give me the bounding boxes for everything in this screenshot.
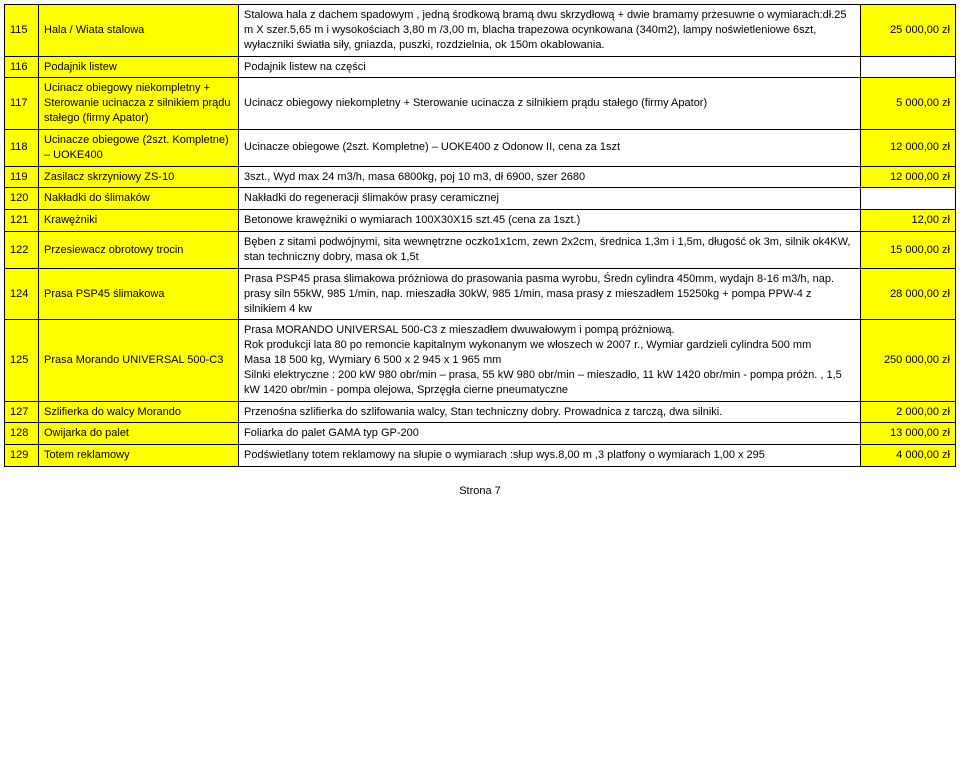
data-table: 115Hala / Wiata stalowaStalowa hala z da… bbox=[4, 4, 956, 467]
table-row: 125Prasa Morando UNIVERSAL 500-C3Prasa M… bbox=[5, 320, 956, 401]
row-item-name: Totem reklamowy bbox=[39, 445, 239, 467]
table-row: 119Zasilacz skrzyniowy ZS-103szt., Wyd m… bbox=[5, 166, 956, 188]
row-description: Ucinacz obiegowy niekompletny + Sterowan… bbox=[239, 78, 861, 130]
row-price: 13 000,00 zł bbox=[861, 423, 956, 445]
table-row: 127Szlifierka do walcy MorandoPrzenośna … bbox=[5, 401, 956, 423]
row-item-name: Szlifierka do walcy Morando bbox=[39, 401, 239, 423]
row-price: 12,00 zł bbox=[861, 210, 956, 232]
row-number: 124 bbox=[5, 268, 39, 320]
table-row: 122Przesiewacz obrotowy trocinBęben z si… bbox=[5, 232, 956, 269]
row-item-name: Prasa Morando UNIVERSAL 500-C3 bbox=[39, 320, 239, 401]
row-item-name: Zasilacz skrzyniowy ZS-10 bbox=[39, 166, 239, 188]
row-number: 119 bbox=[5, 166, 39, 188]
row-number: 117 bbox=[5, 78, 39, 130]
row-description: Podajnik listew na części bbox=[239, 56, 861, 78]
row-price: 12 000,00 zł bbox=[861, 129, 956, 166]
row-item-name: Podajnik listew bbox=[39, 56, 239, 78]
table-row: 116Podajnik listewPodajnik listew na czę… bbox=[5, 56, 956, 78]
row-price bbox=[861, 56, 956, 78]
row-price: 5 000,00 zł bbox=[861, 78, 956, 130]
row-price: 12 000,00 zł bbox=[861, 166, 956, 188]
row-price: 28 000,00 zł bbox=[861, 268, 956, 320]
row-description: Przenośna szlifierka do szlifowania walc… bbox=[239, 401, 861, 423]
row-description: Foliarka do palet GAMA typ GP-200 bbox=[239, 423, 861, 445]
row-item-name: Krawężniki bbox=[39, 210, 239, 232]
row-number: 125 bbox=[5, 320, 39, 401]
row-description: Stalowa hala z dachem spadowym , jedną ś… bbox=[239, 5, 861, 57]
row-item-name: Prasa PSP45 ślimakowa bbox=[39, 268, 239, 320]
table-row: 117Ucinacz obiegowy niekompletny + Stero… bbox=[5, 78, 956, 130]
table-row: 129Totem reklamowyPodświetlany totem rek… bbox=[5, 445, 956, 467]
row-price: 250 000,00 zł bbox=[861, 320, 956, 401]
row-number: 128 bbox=[5, 423, 39, 445]
row-description: Prasa MORANDO UNIVERSAL 500-C3 z mieszad… bbox=[239, 320, 861, 401]
table-row: 115Hala / Wiata stalowaStalowa hala z da… bbox=[5, 5, 956, 57]
row-description: Bęben z sitami podwójnymi, sita wewnętrz… bbox=[239, 232, 861, 269]
row-description: Podświetlany totem reklamowy na słupie o… bbox=[239, 445, 861, 467]
page-footer: Strona 7 bbox=[4, 485, 956, 497]
row-description: Betonowe krawężniki o wymiarach 100X30X1… bbox=[239, 210, 861, 232]
row-description: 3szt., Wyd max 24 m3/h, masa 6800kg, poj… bbox=[239, 166, 861, 188]
row-item-name: Przesiewacz obrotowy trocin bbox=[39, 232, 239, 269]
row-price: 4 000,00 zł bbox=[861, 445, 956, 467]
row-number: 129 bbox=[5, 445, 39, 467]
row-description: Nakładki do regeneracji ślimaków prasy c… bbox=[239, 188, 861, 210]
table-row: 121KrawężnikiBetonowe krawężniki o wymia… bbox=[5, 210, 956, 232]
row-item-name: Ucinacz obiegowy niekompletny + Sterowan… bbox=[39, 78, 239, 130]
row-item-name: Ucinacze obiegowe (2szt. Kompletne) – UO… bbox=[39, 129, 239, 166]
row-number: 120 bbox=[5, 188, 39, 210]
row-number: 127 bbox=[5, 401, 39, 423]
row-price: 25 000,00 zł bbox=[861, 5, 956, 57]
row-number: 115 bbox=[5, 5, 39, 57]
row-item-name: Hala / Wiata stalowa bbox=[39, 5, 239, 57]
row-price: 2 000,00 zł bbox=[861, 401, 956, 423]
row-item-name: Nakładki do ślimaków bbox=[39, 188, 239, 210]
row-price: 15 000,00 zł bbox=[861, 232, 956, 269]
row-description: Ucinacze obiegowe (2szt. Kompletne) – UO… bbox=[239, 129, 861, 166]
row-number: 118 bbox=[5, 129, 39, 166]
row-number: 122 bbox=[5, 232, 39, 269]
table-row: 124Prasa PSP45 ślimakowaPrasa PSP45 pras… bbox=[5, 268, 956, 320]
row-price bbox=[861, 188, 956, 210]
table-row: 120Nakładki do ślimakówNakładki do regen… bbox=[5, 188, 956, 210]
row-item-name: Owijarka do palet bbox=[39, 423, 239, 445]
row-description: Prasa PSP45 prasa ślimakowa próżniowa do… bbox=[239, 268, 861, 320]
table-row: 128Owijarka do paletFoliarka do palet GA… bbox=[5, 423, 956, 445]
row-number: 121 bbox=[5, 210, 39, 232]
row-number: 116 bbox=[5, 56, 39, 78]
table-row: 118Ucinacze obiegowe (2szt. Kompletne) –… bbox=[5, 129, 956, 166]
